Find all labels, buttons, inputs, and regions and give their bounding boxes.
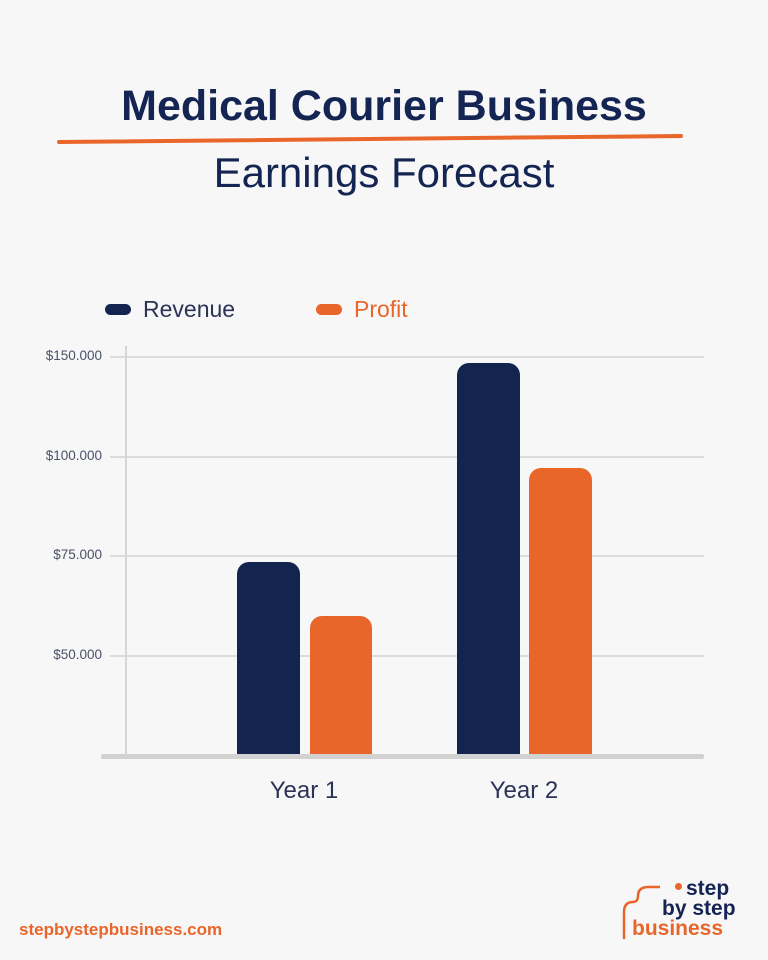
footer-url-link[interactable]: stepbystepbusiness.com xyxy=(19,920,223,939)
bar-year2-profit xyxy=(529,468,592,754)
legend-label-revenue: Revenue xyxy=(143,296,236,322)
gridline xyxy=(110,555,704,557)
logo-text-step: step xyxy=(686,877,730,900)
legend-item-revenue: Revenue xyxy=(105,296,235,323)
legend-label-profit: Profit xyxy=(354,296,408,322)
bar-year1-revenue xyxy=(237,562,300,754)
chart-title: Medical Courier Business xyxy=(121,82,647,130)
x-tick-label: Year 2 xyxy=(489,777,559,804)
chart-subtitle: Earnings Forecast xyxy=(213,149,555,196)
x-tick-label: Year 1 xyxy=(269,777,339,804)
gridline xyxy=(110,456,704,458)
gridline xyxy=(110,655,704,657)
logo-dot-icon xyxy=(675,883,682,890)
bar-year2-revenue xyxy=(457,363,520,754)
legend-item-profit: Profit xyxy=(316,296,408,323)
legend: Revenue Profit xyxy=(0,296,768,326)
revenue-swatch-icon xyxy=(105,304,131,315)
y-tick-label: $50.000 xyxy=(53,647,102,662)
brand-logo: step by step business xyxy=(620,878,750,940)
logo-text-business: business xyxy=(632,917,724,940)
bar-year1-profit xyxy=(310,616,372,754)
y-tick-label: $150.000 xyxy=(45,348,102,363)
y-axis xyxy=(125,346,127,754)
y-tick-label: $100.000 xyxy=(45,448,102,463)
logo-step-arc-icon xyxy=(622,885,660,940)
y-tick-label: $75.000 xyxy=(53,547,102,562)
gridline xyxy=(110,356,704,358)
profit-swatch-icon xyxy=(316,304,342,315)
x-axis xyxy=(101,754,704,759)
logo-text-by-step: by step xyxy=(662,897,736,920)
